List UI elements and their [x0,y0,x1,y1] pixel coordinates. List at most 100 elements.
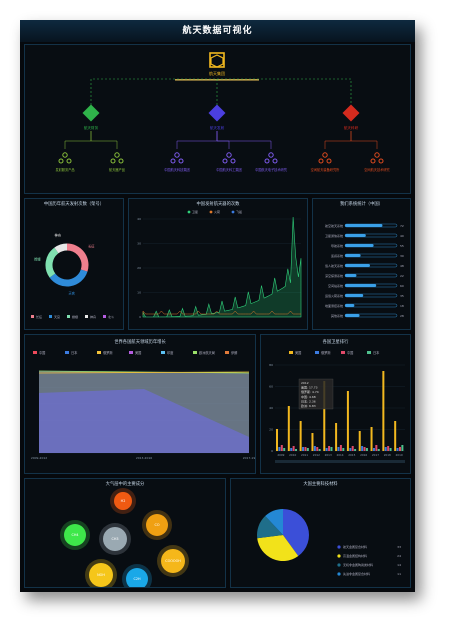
bar-list-fill [345,244,374,247]
root-label: 航天集团 [209,70,225,76]
stacked-x-tick: 2013-2016 [136,456,152,460]
bar-list-label: 地面测控系统 [325,303,343,308]
bar-list-fill [345,234,366,237]
donut-slice [66,243,89,272]
donut-slice [45,247,59,278]
bar-list-value: 60 [400,284,404,288]
leaf-node-icon [378,158,384,164]
leaf-node-icon [58,158,64,164]
grouped-bar [382,371,385,451]
leaf-label: 发射服务产品 [55,167,74,172]
grouped-bar [287,406,290,451]
bar-list-fill [345,294,364,297]
grouped-bar [396,448,399,451]
leaf-connector [176,131,218,149]
grouped-y-tick: 0 [271,449,273,453]
grouped-bar [313,446,316,451]
bubble [161,549,185,573]
mid-node-icon [82,104,100,122]
grouped-bar [299,421,302,451]
area-legend-label: 卫星 [192,209,198,214]
root-connector [90,78,352,107]
donut-title: 中国历年航天发射次数（架号） [43,202,105,207]
grouped-bar [361,446,364,451]
bar-list-value: 28 [400,314,404,318]
grouped-bar [330,447,333,451]
grouped-legend-swatch [315,351,319,354]
leaf-node-icon [322,152,328,158]
bar-list-fill [345,314,360,317]
grouped-bar [306,448,309,451]
grouped-bar [295,449,298,451]
pie2-legend-value: 14 [397,563,401,567]
pie2-legend-label: 高温金属结构材料 [343,553,367,558]
stacked-x-tick: 2017-19 [243,456,255,460]
dashboard-sheet: 航天数据可视化 航天集团 航天财务 航天发射 航天科研 发射服务产品 航天器产品 中国航天科… [20,20,415,592]
stacked-panel: 世界各国航天领域历年增长 中国 日本 俄罗斯 美国 印度 欧洲航天局 伊朗 2009-2012… [24,334,256,474]
stacked-line-europe [38,370,250,374]
grouped-x-tick: 2015 [348,453,355,457]
grouped-tooltip-line: 中国: 4.68 [301,394,316,399]
grouped-y-tick: 60 [269,385,273,389]
stacked-legend-swatch [129,351,133,354]
grouped-bar [375,445,378,451]
grouped-x-tick: 2011 [301,453,308,457]
leaf-connector [90,131,118,149]
donut-legend-swatch [67,315,70,318]
grouped-tooltip-line: 美国: 17.73 [301,385,318,390]
area-legend-swatch [209,210,213,214]
grouped-bar [365,448,368,451]
grouped-y-tick: 80 [269,363,273,367]
donut-legend-label: 天宫 [54,314,60,319]
grouped-bar [283,448,286,451]
grouped-bar [394,421,397,451]
bubble-label: H2 [121,499,126,503]
area-series-rocket [142,310,301,315]
grouped-x-tick: 2013 [325,453,332,457]
bubble-label: CH4 [71,533,78,537]
grouped-legend-label: 中国 [347,350,353,355]
grouped-bar [339,445,342,451]
stacked-area-chart: 中国 日本 俄罗斯 美国 印度 欧洲航天局 伊朗 2009-2012 2013-2016 2017… [31,350,256,460]
stacked-legend-label: 欧洲航天局 [199,350,215,355]
grouped-x-tick: 2017 [372,453,379,457]
bar-list-label: 其他系统 [331,313,343,318]
leaf-node-icon [370,158,376,164]
stacked-title: 世界各国航天领域历年增长 [114,340,166,345]
bar-list-fill [345,224,383,227]
stacked-legend-label: 印度 [167,350,174,355]
grouped-bar [318,449,321,451]
grouped-bar [276,429,278,451]
bar-list-value: 48 [400,264,404,268]
grouped-bar [401,445,404,451]
bar-list-value: 18 [400,304,404,308]
stacked-legend-swatch [161,351,165,354]
grouped-bar [370,427,373,451]
grouped-bar [349,448,352,451]
org-chart-panel: 航天集团 航天财务 航天发射 航天科研 发射服务产品 航天器产品 中国航天科技集团 中国航天科… [24,44,411,194]
donut-slice [54,243,68,254]
grouped-y-tick: 40 [269,406,273,410]
donut-slice-label: 神舟 [55,232,62,237]
grouped-bar [384,447,387,451]
pie2-legend-swatch [337,563,341,567]
grouped-bar [387,446,390,451]
mid-label: 航天财务 [84,125,99,130]
pie2-slice [257,535,299,561]
area-legend-swatch [231,210,235,214]
bar-list-label: 深空探测系统 [325,273,343,278]
stacked-legend-label: 中国 [39,350,45,355]
bubble [114,492,132,510]
grouped-x-tick: 2010 [289,453,296,457]
stacked-legend-swatch [193,351,197,354]
grouped-legend-swatch [289,351,293,354]
stacked-legend-label: 美国 [135,350,141,355]
donut-slice-label: 长征 [88,243,95,248]
grouped-scrollbar [275,460,405,463]
donut-slice-label: 嫦娥 [34,256,41,261]
grouped-bar [278,447,281,451]
stacked-x-tick: 2009-2012 [31,456,47,460]
grouped-bar [323,381,326,451]
grouped-title: 各国卫星排行 [322,340,349,345]
area-chart: 0 10 20 30 40 卫星 火箭 飞船 [137,209,302,319]
